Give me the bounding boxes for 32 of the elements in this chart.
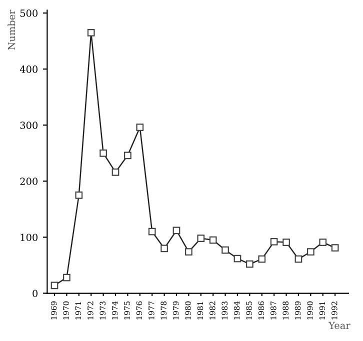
point xyxy=(160,244,168,252)
point xyxy=(246,260,254,268)
point xyxy=(319,238,327,246)
y-tick-label: 0 xyxy=(32,290,38,298)
point xyxy=(75,192,83,199)
y-tick-label: 100 xyxy=(20,234,38,242)
point xyxy=(294,255,302,263)
point xyxy=(100,149,107,157)
y-tick-label: 300 xyxy=(20,122,38,129)
point xyxy=(331,244,339,252)
y-tick-label: 200 xyxy=(20,178,38,185)
point xyxy=(258,255,266,263)
point xyxy=(124,152,132,160)
point xyxy=(136,124,144,132)
point xyxy=(87,28,95,36)
point xyxy=(234,254,242,262)
point xyxy=(282,238,290,246)
point xyxy=(306,248,314,256)
y-tick-label: 400 xyxy=(20,66,38,73)
point xyxy=(209,236,217,244)
point xyxy=(172,226,180,234)
y-tick-label: 500 xyxy=(20,10,38,17)
point xyxy=(112,168,120,176)
point xyxy=(270,238,278,246)
y-axis-title: Number xyxy=(8,10,16,50)
point xyxy=(222,246,229,254)
point xyxy=(185,248,192,256)
point xyxy=(63,274,70,282)
point xyxy=(148,228,156,236)
x-axis-title: Year xyxy=(328,322,350,330)
point xyxy=(50,282,58,290)
point xyxy=(197,234,205,242)
